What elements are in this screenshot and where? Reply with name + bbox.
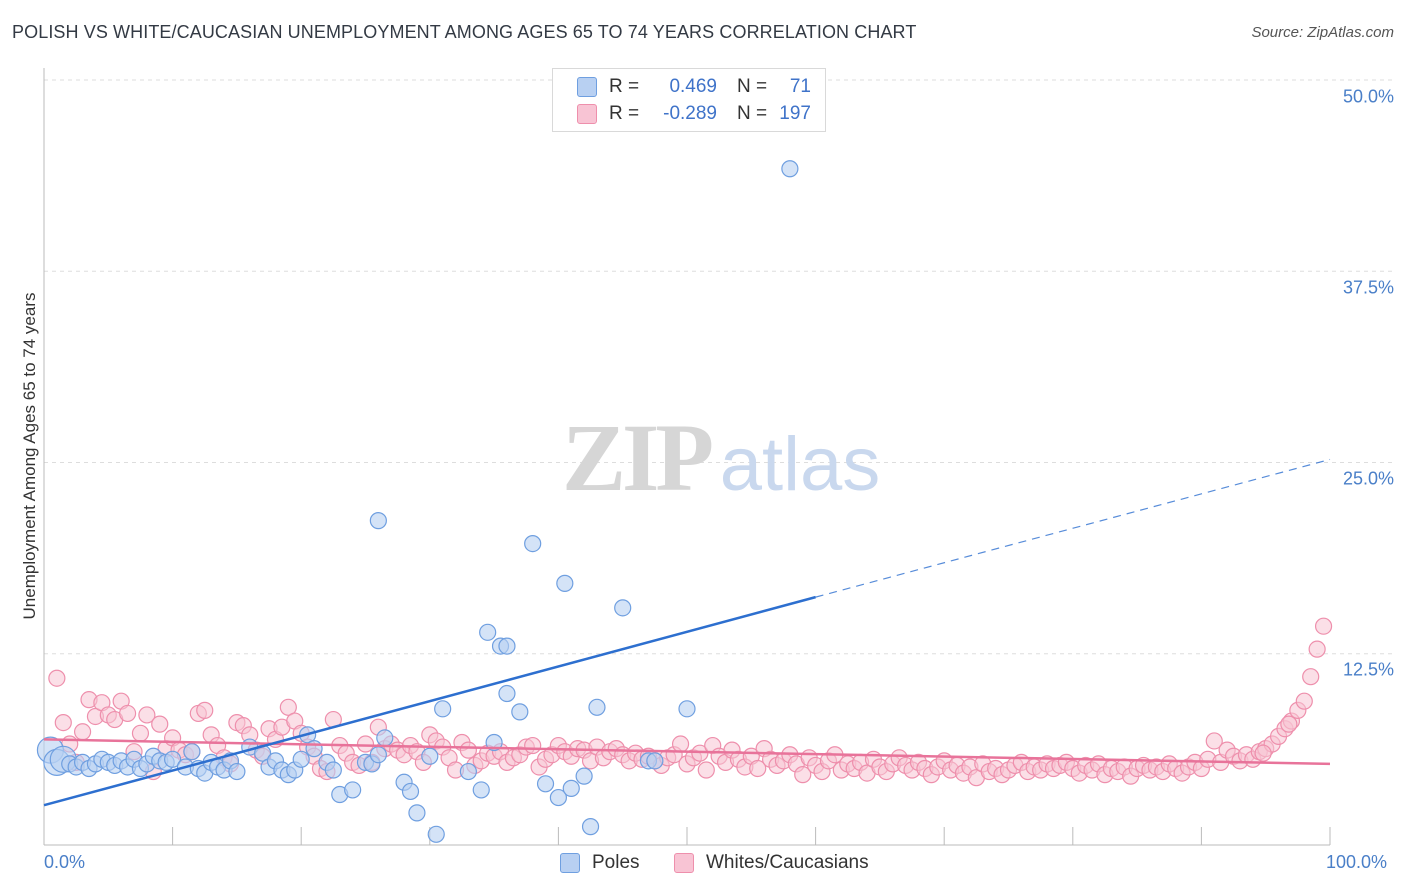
n-value: 71 (789, 76, 811, 97)
r-label: R = (609, 76, 640, 97)
y-axis-label: Unemployment Among Ages 65 to 74 years (20, 292, 39, 620)
watermark-atlas: atlas (720, 422, 881, 507)
axes (43, 68, 1331, 846)
y-tick-label: 37.5% (1342, 277, 1394, 298)
data-point-poles (549, 788, 568, 807)
data-point-poles (408, 804, 426, 822)
data-point-poles (376, 729, 394, 747)
data-point-whites (48, 669, 66, 687)
data-point-poles (498, 684, 516, 703)
poles-swatch-icon (577, 77, 597, 97)
data-point-whites (1205, 732, 1223, 750)
data-point-whites (749, 759, 767, 778)
data-point-poles (324, 761, 342, 779)
data-point-poles (524, 534, 542, 553)
data-point-whites (54, 713, 72, 732)
whites-swatch-icon (577, 104, 597, 124)
trend-line-poles-extension (815, 458, 1331, 598)
whites-swatch-icon (674, 853, 694, 873)
data-point-poles (292, 750, 310, 768)
data-point-whites (279, 698, 297, 716)
data-point-poles (678, 700, 696, 718)
y-tick-label: 50.0% (1342, 86, 1394, 107)
data-point-whites (131, 724, 150, 742)
y-tick-label: 12.5% (1342, 659, 1394, 680)
data-point-poles (614, 599, 632, 617)
data-point-poles (228, 762, 246, 781)
r-value: 0.469 (669, 76, 717, 97)
legend-label-poles: Poles (592, 852, 640, 873)
chart-title: POLISH VS WHITE/CAUCASIAN UNEMPLOYMENT A… (12, 22, 917, 42)
legend-row-whites: R = -0.289 N = 197 (577, 102, 811, 126)
legend-item-poles[interactable]: Poles (560, 852, 640, 874)
n-label: N = (737, 103, 768, 124)
data-point-poles (646, 752, 664, 770)
data-point-whites (1302, 668, 1320, 686)
poles-swatch-icon (560, 853, 580, 873)
data-point-whites (1314, 617, 1333, 635)
data-point-whites (1308, 640, 1326, 658)
data-point-poles (575, 767, 593, 785)
data-point-whites (138, 706, 156, 724)
data-point-whites (671, 735, 690, 753)
x-tick-label: 100.0% (1326, 852, 1388, 872)
data-point-poles (434, 700, 452, 718)
series-poles-points (36, 160, 799, 843)
data-point-whites (697, 761, 715, 779)
data-point-poles (511, 703, 529, 721)
data-point-poles (485, 733, 503, 752)
legend-item-whites[interactable]: Whites/Caucasians (674, 852, 869, 874)
trend-lines (43, 458, 1331, 807)
data-point-poles (305, 740, 323, 758)
data-point-poles (459, 762, 477, 781)
data-point-poles (427, 825, 445, 843)
source-label: Source: ZipAtlas.com (1251, 24, 1394, 41)
r-label: R = (609, 103, 640, 124)
data-point-poles (536, 775, 555, 793)
data-point-whites (459, 741, 477, 759)
data-point-poles (164, 750, 182, 768)
trend-line-whites (43, 738, 1331, 766)
data-point-poles (369, 512, 387, 530)
r-value: -0.289 (663, 103, 717, 124)
data-point-whites (1280, 715, 1298, 733)
data-point-poles (556, 574, 574, 592)
data-point-whites (356, 735, 375, 753)
data-point-poles (344, 781, 362, 799)
data-point-poles (498, 637, 516, 655)
data-point-whites (118, 704, 137, 723)
n-value: 197 (779, 103, 811, 124)
data-point-poles (421, 747, 439, 765)
y-tick-label: 25.0% (1342, 468, 1394, 489)
data-point-whites (794, 766, 812, 784)
data-point-whites (151, 715, 169, 733)
data-point-poles (369, 746, 387, 764)
data-point-whites (524, 736, 542, 755)
data-point-whites (196, 701, 214, 719)
n-label: N = (737, 76, 768, 97)
data-point-whites (1295, 692, 1313, 710)
grid-lines (44, 79, 1392, 655)
legend-label-whites: Whites/Caucasians (706, 852, 869, 873)
watermark-zip: ZIP (562, 404, 711, 511)
data-point-whites (1254, 744, 1272, 762)
data-point-poles (479, 623, 497, 641)
x-tick-label: 0.0% (44, 852, 86, 872)
data-point-poles (183, 743, 201, 761)
data-point-poles (781, 160, 799, 178)
data-point-poles (401, 782, 420, 801)
data-point-whites (73, 723, 92, 741)
watermark: ZIP atlas (562, 404, 880, 511)
data-point-poles (588, 698, 606, 716)
data-point-poles (472, 781, 490, 799)
data-point-poles (562, 779, 580, 797)
legend-row-poles: R = 0.469 N = 71 (577, 75, 811, 99)
correlation-legend: R = 0.469 N = 71 R = -0.289 N = 197 (552, 68, 826, 132)
data-point-poles (581, 818, 600, 836)
trend-line-poles (43, 595, 816, 807)
